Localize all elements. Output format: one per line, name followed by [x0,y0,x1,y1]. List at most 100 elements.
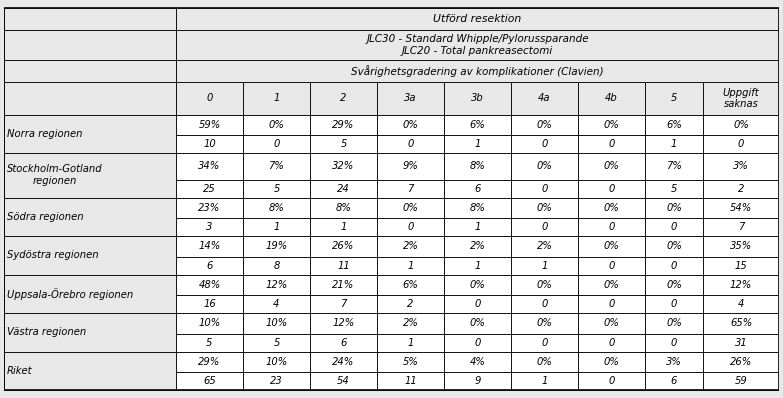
Text: 1: 1 [541,376,548,386]
Text: 2%: 2% [470,242,485,252]
Bar [4,8,176,30]
Bar [310,115,377,135]
Bar [645,313,703,334]
Bar [703,334,779,351]
Bar [243,153,310,180]
Bar [176,8,779,30]
Bar [4,153,176,197]
Text: 1: 1 [273,222,280,232]
Bar [4,351,176,390]
Bar [645,372,703,390]
Text: 5: 5 [273,183,280,194]
Text: 1: 1 [474,139,481,149]
Text: 0: 0 [608,376,615,386]
Bar [377,372,444,390]
Bar [243,313,310,334]
Text: 24: 24 [337,183,350,194]
Bar [578,135,645,153]
Bar [176,257,243,275]
Bar [444,257,511,275]
Bar [176,236,243,257]
Text: 54%: 54% [730,203,752,213]
Text: 0%: 0% [269,120,284,130]
Text: 0: 0 [671,299,677,309]
Bar [703,334,779,351]
Bar [703,351,779,372]
Bar [645,372,703,390]
Bar [377,82,444,115]
Text: Riket: Riket [7,366,33,376]
Bar [578,236,645,257]
Bar [645,197,703,218]
Text: 4a: 4a [538,94,550,103]
Bar [310,334,377,351]
Bar [578,115,645,135]
Bar [444,180,511,197]
Bar [310,275,377,295]
Bar [703,218,779,236]
Bar [176,82,243,115]
Bar [176,60,779,82]
Bar [243,82,310,115]
Bar [511,197,578,218]
Bar [511,295,578,313]
Bar [243,334,310,351]
Bar [4,313,176,351]
Text: Utförd resektion: Utförd resektion [434,14,521,24]
Bar [703,236,779,257]
Bar [243,115,310,135]
Text: 0%: 0% [666,242,682,252]
Bar [578,295,645,313]
Text: Södra regionen: Södra regionen [7,212,84,222]
Bar [310,295,377,313]
Bar [703,313,779,334]
Text: 6%: 6% [402,280,418,290]
Bar [511,82,578,115]
Bar [176,180,243,197]
Bar [645,115,703,135]
Text: 10: 10 [203,139,216,149]
Text: 1: 1 [474,222,481,232]
Text: 2: 2 [738,183,744,194]
Bar [377,153,444,180]
Text: 65%: 65% [730,318,752,328]
Bar [377,180,444,197]
Bar [310,197,377,218]
Text: 4b: 4b [605,94,618,103]
Text: 5: 5 [206,338,213,348]
Text: Sydöstra regionen: Sydöstra regionen [7,250,99,260]
Bar [176,135,243,153]
Bar [243,218,310,236]
Text: 7%: 7% [269,161,284,172]
Bar [176,351,243,372]
Text: 0: 0 [541,183,548,194]
Bar [310,257,377,275]
Bar [645,275,703,295]
Text: 0: 0 [671,338,677,348]
Bar [176,275,243,295]
Bar [578,180,645,197]
Bar [310,295,377,313]
Bar [377,115,444,135]
Text: 10%: 10% [265,318,287,328]
Bar [511,135,578,153]
Bar [176,218,243,236]
Text: 4%: 4% [470,357,485,367]
Bar [645,257,703,275]
Bar [444,372,511,390]
Bar [511,351,578,372]
Text: 0: 0 [738,139,744,149]
Bar [444,135,511,153]
Bar [176,275,243,295]
Bar [243,257,310,275]
Bar [645,197,703,218]
Text: 25: 25 [203,183,216,194]
Text: 7: 7 [738,222,744,232]
Text: 35%: 35% [730,242,752,252]
Bar [444,295,511,313]
Bar [645,82,703,115]
Text: 7: 7 [407,183,413,194]
Bar [703,275,779,295]
Bar [310,115,377,135]
Text: 48%: 48% [198,280,221,290]
